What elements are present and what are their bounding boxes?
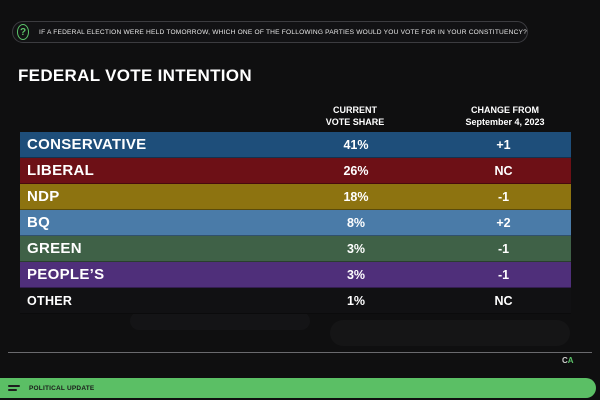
question-icon: ? [17, 24, 30, 40]
background-decoration [130, 312, 310, 330]
logo-accent-letter: A [567, 356, 574, 365]
vote-share-value: 3% [346, 241, 366, 256]
table-row: CONSERVATIVE 41% +1 [20, 132, 571, 158]
column-header-vote-share: CURRENT VOTE SHARE [305, 104, 405, 128]
change-value: +1 [496, 137, 511, 152]
vote-share-value: 41% [343, 137, 369, 152]
vote-intention-table: CONSERVATIVE 41% +1 LIBERAL 26% NC NDP 1… [20, 132, 571, 314]
change-value: NC [494, 293, 513, 308]
table-row: GREEN 3% -1 [20, 236, 571, 262]
divider [8, 352, 592, 353]
column-header-line: CHANGE FROM [471, 105, 539, 115]
party-name: LIBERAL [27, 162, 95, 179]
change-value: +2 [496, 215, 511, 230]
column-header-line: VOTE SHARE [325, 117, 385, 127]
party-name: OTHER [27, 293, 73, 308]
column-header-change: CHANGE FROM September 4, 2023 [440, 104, 570, 128]
page-title: FEDERAL VOTE INTENTION [18, 66, 252, 85]
party-name: CONSERVATIVE [27, 136, 147, 153]
party-name: BQ [27, 214, 51, 231]
party-name: NDP [27, 188, 60, 205]
table-row: LIBERAL 26% NC [20, 158, 571, 184]
vote-share-value: 18% [343, 189, 369, 204]
vote-share-value: 3% [346, 267, 366, 282]
change-value: NC [494, 163, 513, 178]
party-name: GREEN [27, 240, 82, 257]
question-text: IF A FEDERAL ELECTION WERE HELD TOMORROW… [39, 28, 527, 36]
change-value: -1 [497, 189, 510, 204]
change-value: -1 [497, 241, 510, 256]
column-header-line: September 4, 2023 [465, 117, 545, 127]
menu-icon[interactable] [8, 385, 20, 391]
vote-share-value: 26% [343, 163, 369, 178]
table-row: BQ 8% +2 [20, 210, 571, 236]
change-value: -1 [497, 267, 510, 282]
table-row: NDP 18% -1 [20, 184, 571, 210]
table-row: OTHER 1% NC [20, 288, 571, 314]
question-banner: ? IF A FEDERAL ELECTION WERE HELD TOMORR… [12, 21, 528, 43]
column-header-line: CURRENT [333, 105, 377, 115]
logo-letter: C [562, 356, 568, 365]
table-row: PEOPLE’S 3% -1 [20, 262, 571, 288]
vote-share-value: 8% [346, 215, 366, 230]
brand-logo: CA [562, 356, 574, 365]
footer-label: POLITICAL UPDATE [29, 384, 95, 392]
background-decoration [330, 320, 570, 346]
footer-bar: POLITICAL UPDATE [0, 378, 596, 398]
vote-share-value: 1% [346, 293, 366, 308]
party-name: PEOPLE’S [27, 266, 105, 283]
